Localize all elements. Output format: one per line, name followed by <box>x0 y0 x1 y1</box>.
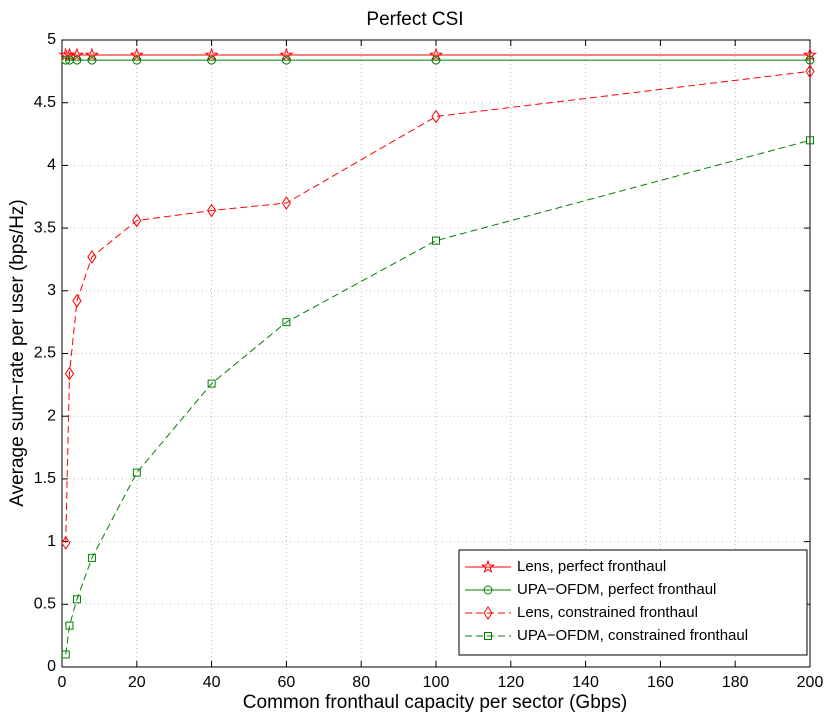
y-tick-label: 4.5 <box>34 94 56 111</box>
marker <box>428 47 444 62</box>
marker <box>132 213 142 228</box>
legend-marker <box>484 632 492 640</box>
marker <box>431 109 441 124</box>
series-line <box>65 139 811 655</box>
marker <box>61 535 71 550</box>
series-line <box>65 70 811 543</box>
marker <box>132 468 141 477</box>
y-tick-label: 0 <box>47 658 56 675</box>
legend-label: Lens, constrained fronthaul <box>517 604 698 621</box>
legend-label: Lens, perfect fronthaul <box>517 558 666 575</box>
marker <box>207 55 217 65</box>
marker <box>61 650 70 659</box>
x-tick-label: 180 <box>722 674 749 691</box>
x-tick-label: 140 <box>572 674 599 691</box>
marker <box>207 379 216 388</box>
legend-marker <box>483 606 493 620</box>
marker <box>61 55 71 65</box>
marker <box>279 47 294 62</box>
marker <box>282 318 291 327</box>
marker <box>206 203 217 218</box>
y-tick-label: 2 <box>47 407 56 424</box>
marker <box>281 196 292 210</box>
marker <box>805 64 815 79</box>
x-tick-label: 100 <box>423 674 450 691</box>
y-tick-label: 3 <box>47 282 56 299</box>
marker <box>65 621 74 630</box>
x-tick-label: 120 <box>497 674 524 691</box>
x-tick-label: 80 <box>352 674 370 691</box>
x-tick-label: 200 <box>797 674 824 691</box>
y-tick-label: 4 <box>47 157 56 174</box>
marker <box>72 55 82 65</box>
x-tick-label: 20 <box>128 674 146 691</box>
y-tick-label: 1 <box>47 533 56 550</box>
marker <box>432 236 440 245</box>
legend-marker <box>483 585 493 595</box>
plot-frame <box>61 39 811 668</box>
marker <box>281 55 291 65</box>
marker <box>87 55 97 65</box>
marker <box>64 55 74 65</box>
marker <box>84 47 100 62</box>
y-tick-label: 1.5 <box>34 470 56 487</box>
marker <box>64 366 75 381</box>
marker <box>72 293 82 308</box>
legend-label: UPA−OFDM, constrained fronthaul <box>517 627 748 644</box>
legend-label: UPA−OFDM, perfect fronthaul <box>517 581 716 598</box>
marker <box>132 55 142 65</box>
marker <box>204 47 219 62</box>
y-tick-label: 2.5 <box>34 345 56 362</box>
marker <box>129 47 144 62</box>
marker <box>806 136 814 145</box>
x-tick-label: 40 <box>203 674 221 691</box>
marker <box>805 55 815 65</box>
x-tick-label: 0 <box>58 674 67 691</box>
y-tick-label: 5 <box>47 31 56 48</box>
legend-marker <box>480 559 496 574</box>
y-axis-label: Average sum−rate per user (bps/Hz) <box>7 199 28 506</box>
x-tick-label: 160 <box>647 674 674 691</box>
marker <box>87 553 96 562</box>
chart-title: Perfect CSI <box>366 9 463 30</box>
x-tick-label: 60 <box>278 674 296 691</box>
x-axis-label: Common fronthaul capacity per sector (Gb… <box>243 692 627 713</box>
y-tick-label: 3.5 <box>34 219 56 236</box>
marker <box>69 47 85 62</box>
marker <box>72 595 81 604</box>
marker <box>87 250 97 264</box>
legend-box <box>458 549 808 656</box>
marker <box>58 47 73 62</box>
y-tick-label: 0.5 <box>34 596 56 613</box>
marker <box>431 55 441 65</box>
marker <box>802 47 818 62</box>
